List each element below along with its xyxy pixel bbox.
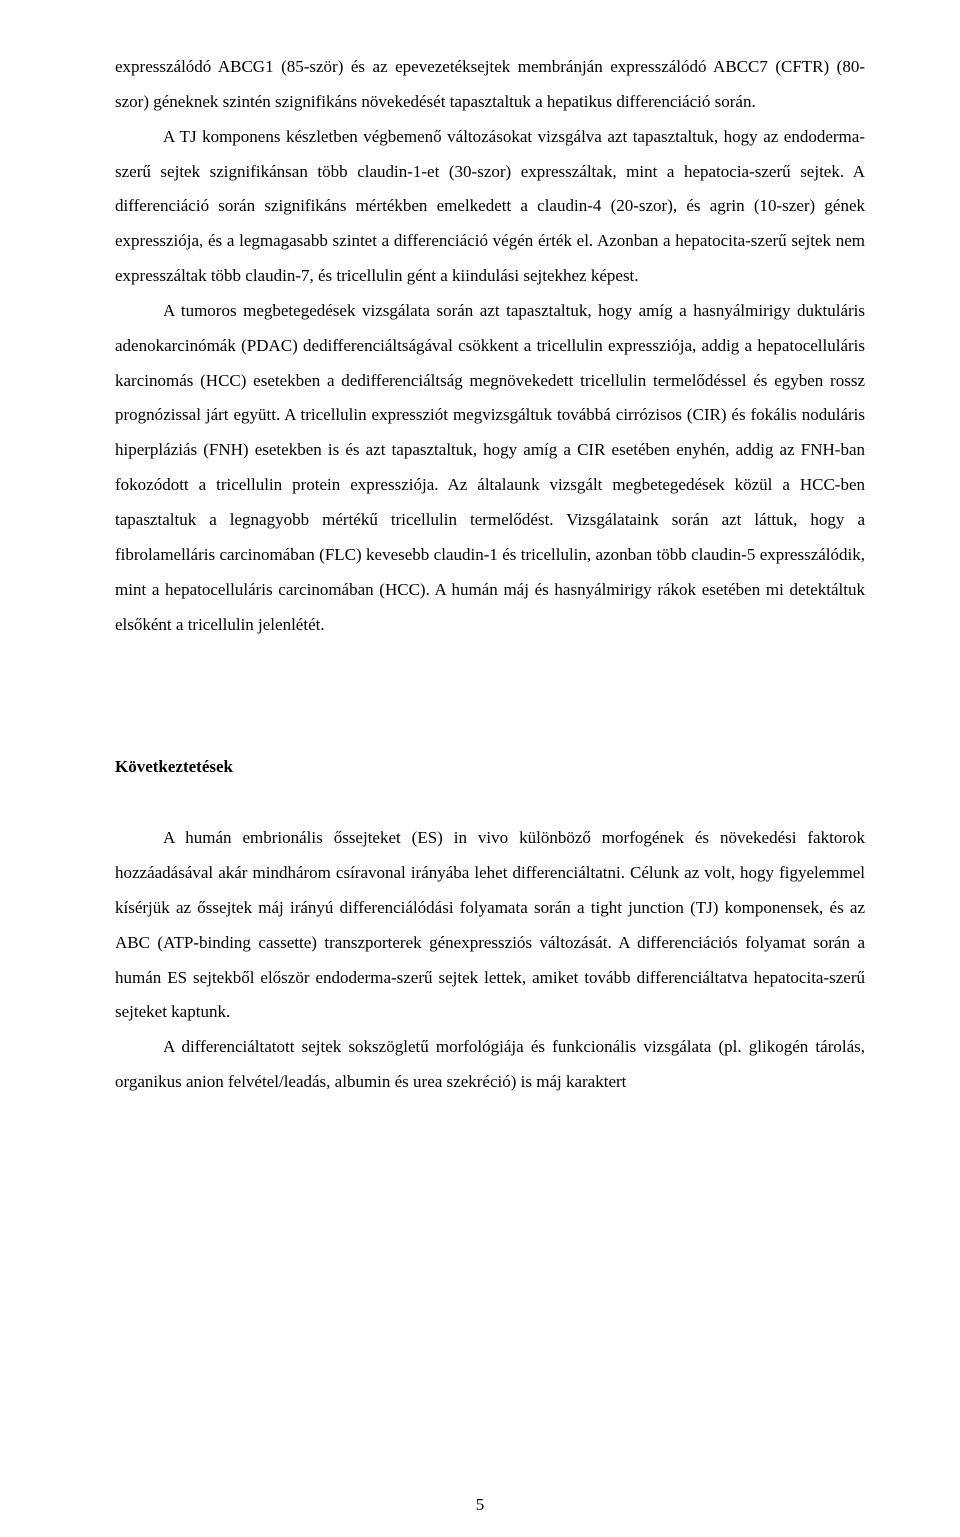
body-paragraph-1: expresszálódó ABCG1 (85-ször) és az epev… bbox=[115, 50, 865, 120]
body-paragraph-2: A TJ komponens készletben végbemenő vált… bbox=[115, 120, 865, 294]
page-number: 5 bbox=[476, 1495, 485, 1515]
body-paragraph-3: A tumoros megbetegedések vizsgálata sorá… bbox=[115, 294, 865, 642]
body-paragraph-4: A humán embrionális őssejteket (ES) in v… bbox=[115, 821, 865, 1030]
section-heading-conclusions: Következtetések bbox=[115, 750, 865, 785]
body-paragraph-5: A differenciáltatott sejtek sokszögletű … bbox=[115, 1030, 865, 1100]
